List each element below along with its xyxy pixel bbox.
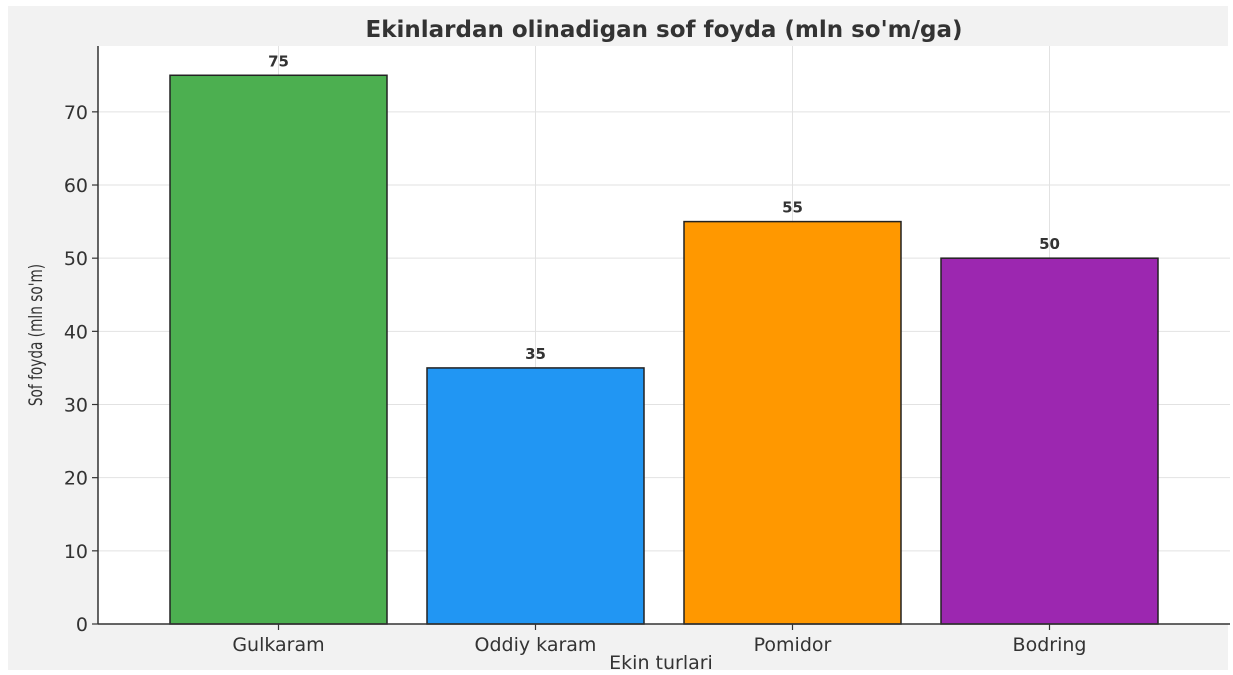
- value-label: 35: [525, 345, 546, 363]
- x-tick-label: Gulkaram: [232, 634, 324, 656]
- y-tick-label: 40: [64, 321, 88, 343]
- x-tick-label: Pomidor: [754, 634, 832, 656]
- value-label: 55: [782, 199, 803, 217]
- value-label: 50: [1039, 235, 1060, 253]
- x-tick-label: Oddiy karam: [475, 634, 597, 656]
- y-tick-label: 60: [64, 175, 88, 197]
- y-tick-label: 10: [64, 541, 88, 563]
- value-label: 75: [268, 52, 289, 70]
- x-axis-label: Ekin turlari: [609, 652, 713, 674]
- y-axis-label: Sof foyda (mln so'm): [25, 264, 47, 406]
- tick-labels: 0 10 20 30 40 50 60 70 Gulkaram Oddiy karam Pomido…: [64, 102, 1087, 656]
- y-tick-label: 20: [64, 468, 88, 490]
- bar-oddiy-karam: [426, 367, 645, 625]
- x-tick-label: Bodring: [1013, 634, 1087, 656]
- bars: [169, 74, 1159, 625]
- bar-bodring: [940, 257, 1159, 625]
- y-tick-label: 30: [64, 395, 88, 417]
- bar-pomidor: [683, 220, 902, 625]
- y-tick-label: 50: [64, 248, 88, 270]
- chart-title: Ekinlardan olinadigan sof foyda (mln so'…: [366, 17, 963, 43]
- y-tick-label: 70: [64, 102, 88, 124]
- value-labels: 75 35 55 50: [268, 52, 1060, 363]
- y-tick-label: 0: [76, 614, 88, 636]
- bar-gulkaram: [169, 74, 388, 625]
- axes: [97, 46, 1230, 625]
